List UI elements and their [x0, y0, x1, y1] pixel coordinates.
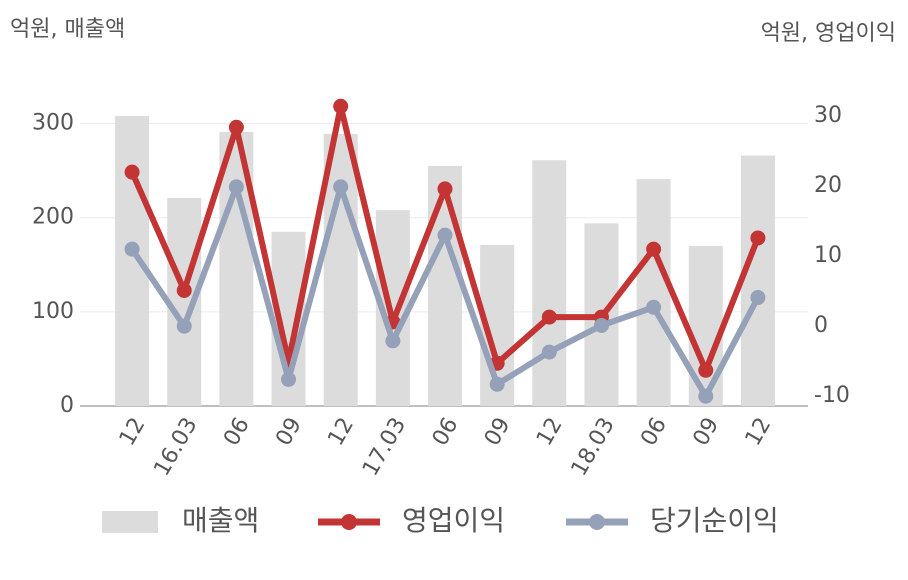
x-tick-label: 12 [532, 414, 568, 451]
bar [323, 133, 358, 406]
marker [541, 309, 557, 325]
marker [437, 181, 453, 197]
bar [115, 116, 150, 406]
marker [489, 376, 505, 392]
y-tick-label: 0 [60, 393, 74, 418]
y2-tick-label: 30 [814, 103, 842, 128]
legend-label: 매출액 [182, 504, 259, 537]
y2-tick-label: 0 [814, 313, 828, 338]
x-tick-label: 09 [271, 414, 307, 451]
marker [593, 317, 609, 333]
bar [688, 245, 723, 406]
x-tick-label: 12 [115, 414, 151, 451]
y-tick-label: 100 [32, 299, 74, 324]
y-tick-label: 200 [32, 205, 74, 230]
marker [124, 164, 140, 180]
bar [636, 179, 671, 406]
marker [437, 227, 453, 243]
marker [541, 344, 557, 360]
x-tick-label: 17.03 [358, 414, 411, 481]
marker [698, 388, 714, 404]
y-tick-label: 300 [32, 111, 74, 136]
marker [124, 241, 140, 257]
y-axis-label: 억원, 매출액 [10, 17, 125, 42]
y2-tick-label: 20 [814, 173, 842, 198]
x-tick-label: 06 [636, 414, 672, 451]
legend-label: 당기순이익 [650, 504, 779, 537]
x-tick-label: 16.03 [149, 414, 202, 481]
legend-swatch [102, 511, 158, 533]
marker [646, 299, 662, 315]
marker [281, 371, 297, 387]
legend-swatch [589, 514, 605, 530]
marker [646, 241, 662, 257]
y2-tick-label: -10 [814, 383, 850, 408]
y2-axis-label: 억원, 영업이익 [761, 21, 896, 46]
marker [385, 333, 401, 349]
bar [740, 155, 775, 406]
marker [176, 318, 192, 334]
bar [532, 160, 567, 406]
marker [698, 362, 714, 378]
x-tick-label: 12 [741, 414, 777, 451]
marker [228, 119, 244, 135]
marker [333, 98, 349, 114]
legend-label: 영업이익 [402, 504, 505, 537]
x-tick-label: 12 [323, 414, 359, 451]
bar [428, 165, 462, 406]
x-tick-label: 09 [480, 413, 516, 450]
x-tick-label: 06 [428, 414, 464, 451]
marker [176, 282, 192, 298]
marker [333, 179, 349, 195]
y2-tick-label: 10 [814, 243, 842, 268]
marker [750, 289, 766, 305]
x-tick-label: 06 [219, 414, 255, 451]
legend-swatch [341, 514, 357, 530]
x-tick-label: 18.03 [567, 414, 620, 481]
marker [228, 179, 244, 195]
x-tick-label: 09 [689, 414, 725, 451]
marker [750, 230, 766, 246]
